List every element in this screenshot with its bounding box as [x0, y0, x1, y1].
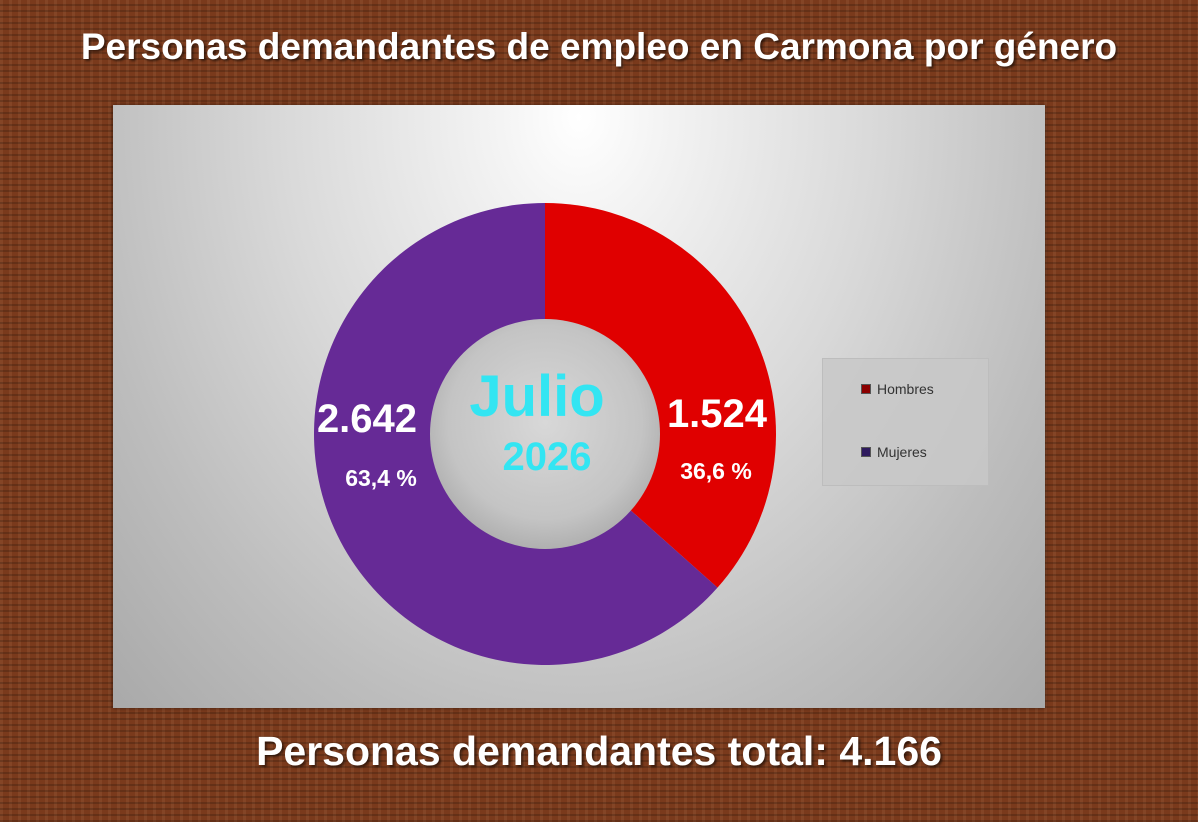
- legend-item-mujeres: Mujeres: [861, 444, 927, 460]
- legend: Hombres Mujeres: [822, 358, 989, 486]
- percent-label-hombres: 36,6 %: [680, 458, 752, 484]
- center-month: Julio: [469, 364, 604, 429]
- total-label: Personas demandantes total: 4.166: [256, 728, 942, 774]
- legend-swatch-hombres: [861, 384, 871, 394]
- chart-title: Personas demandantes de empleo en Carmon…: [80, 26, 1118, 67]
- value-label-mujeres: 2.642: [317, 397, 417, 441]
- center-year: 2026: [503, 435, 592, 479]
- legend-label-hombres: Hombres: [877, 381, 934, 397]
- value-label-hombres: 1.524: [667, 392, 768, 436]
- legend-label-mujeres: Mujeres: [877, 444, 927, 460]
- legend-item-hombres: Hombres: [861, 381, 934, 397]
- donut-chart: Julio 2026 2.642 63,4 % 1.524 36,6 %: [314, 203, 777, 665]
- percent-label-mujeres: 63,4 %: [345, 465, 417, 491]
- donut-slice-hombres: [545, 203, 777, 588]
- legend-swatch-mujeres: [861, 447, 871, 457]
- donut-hole: [430, 319, 660, 549]
